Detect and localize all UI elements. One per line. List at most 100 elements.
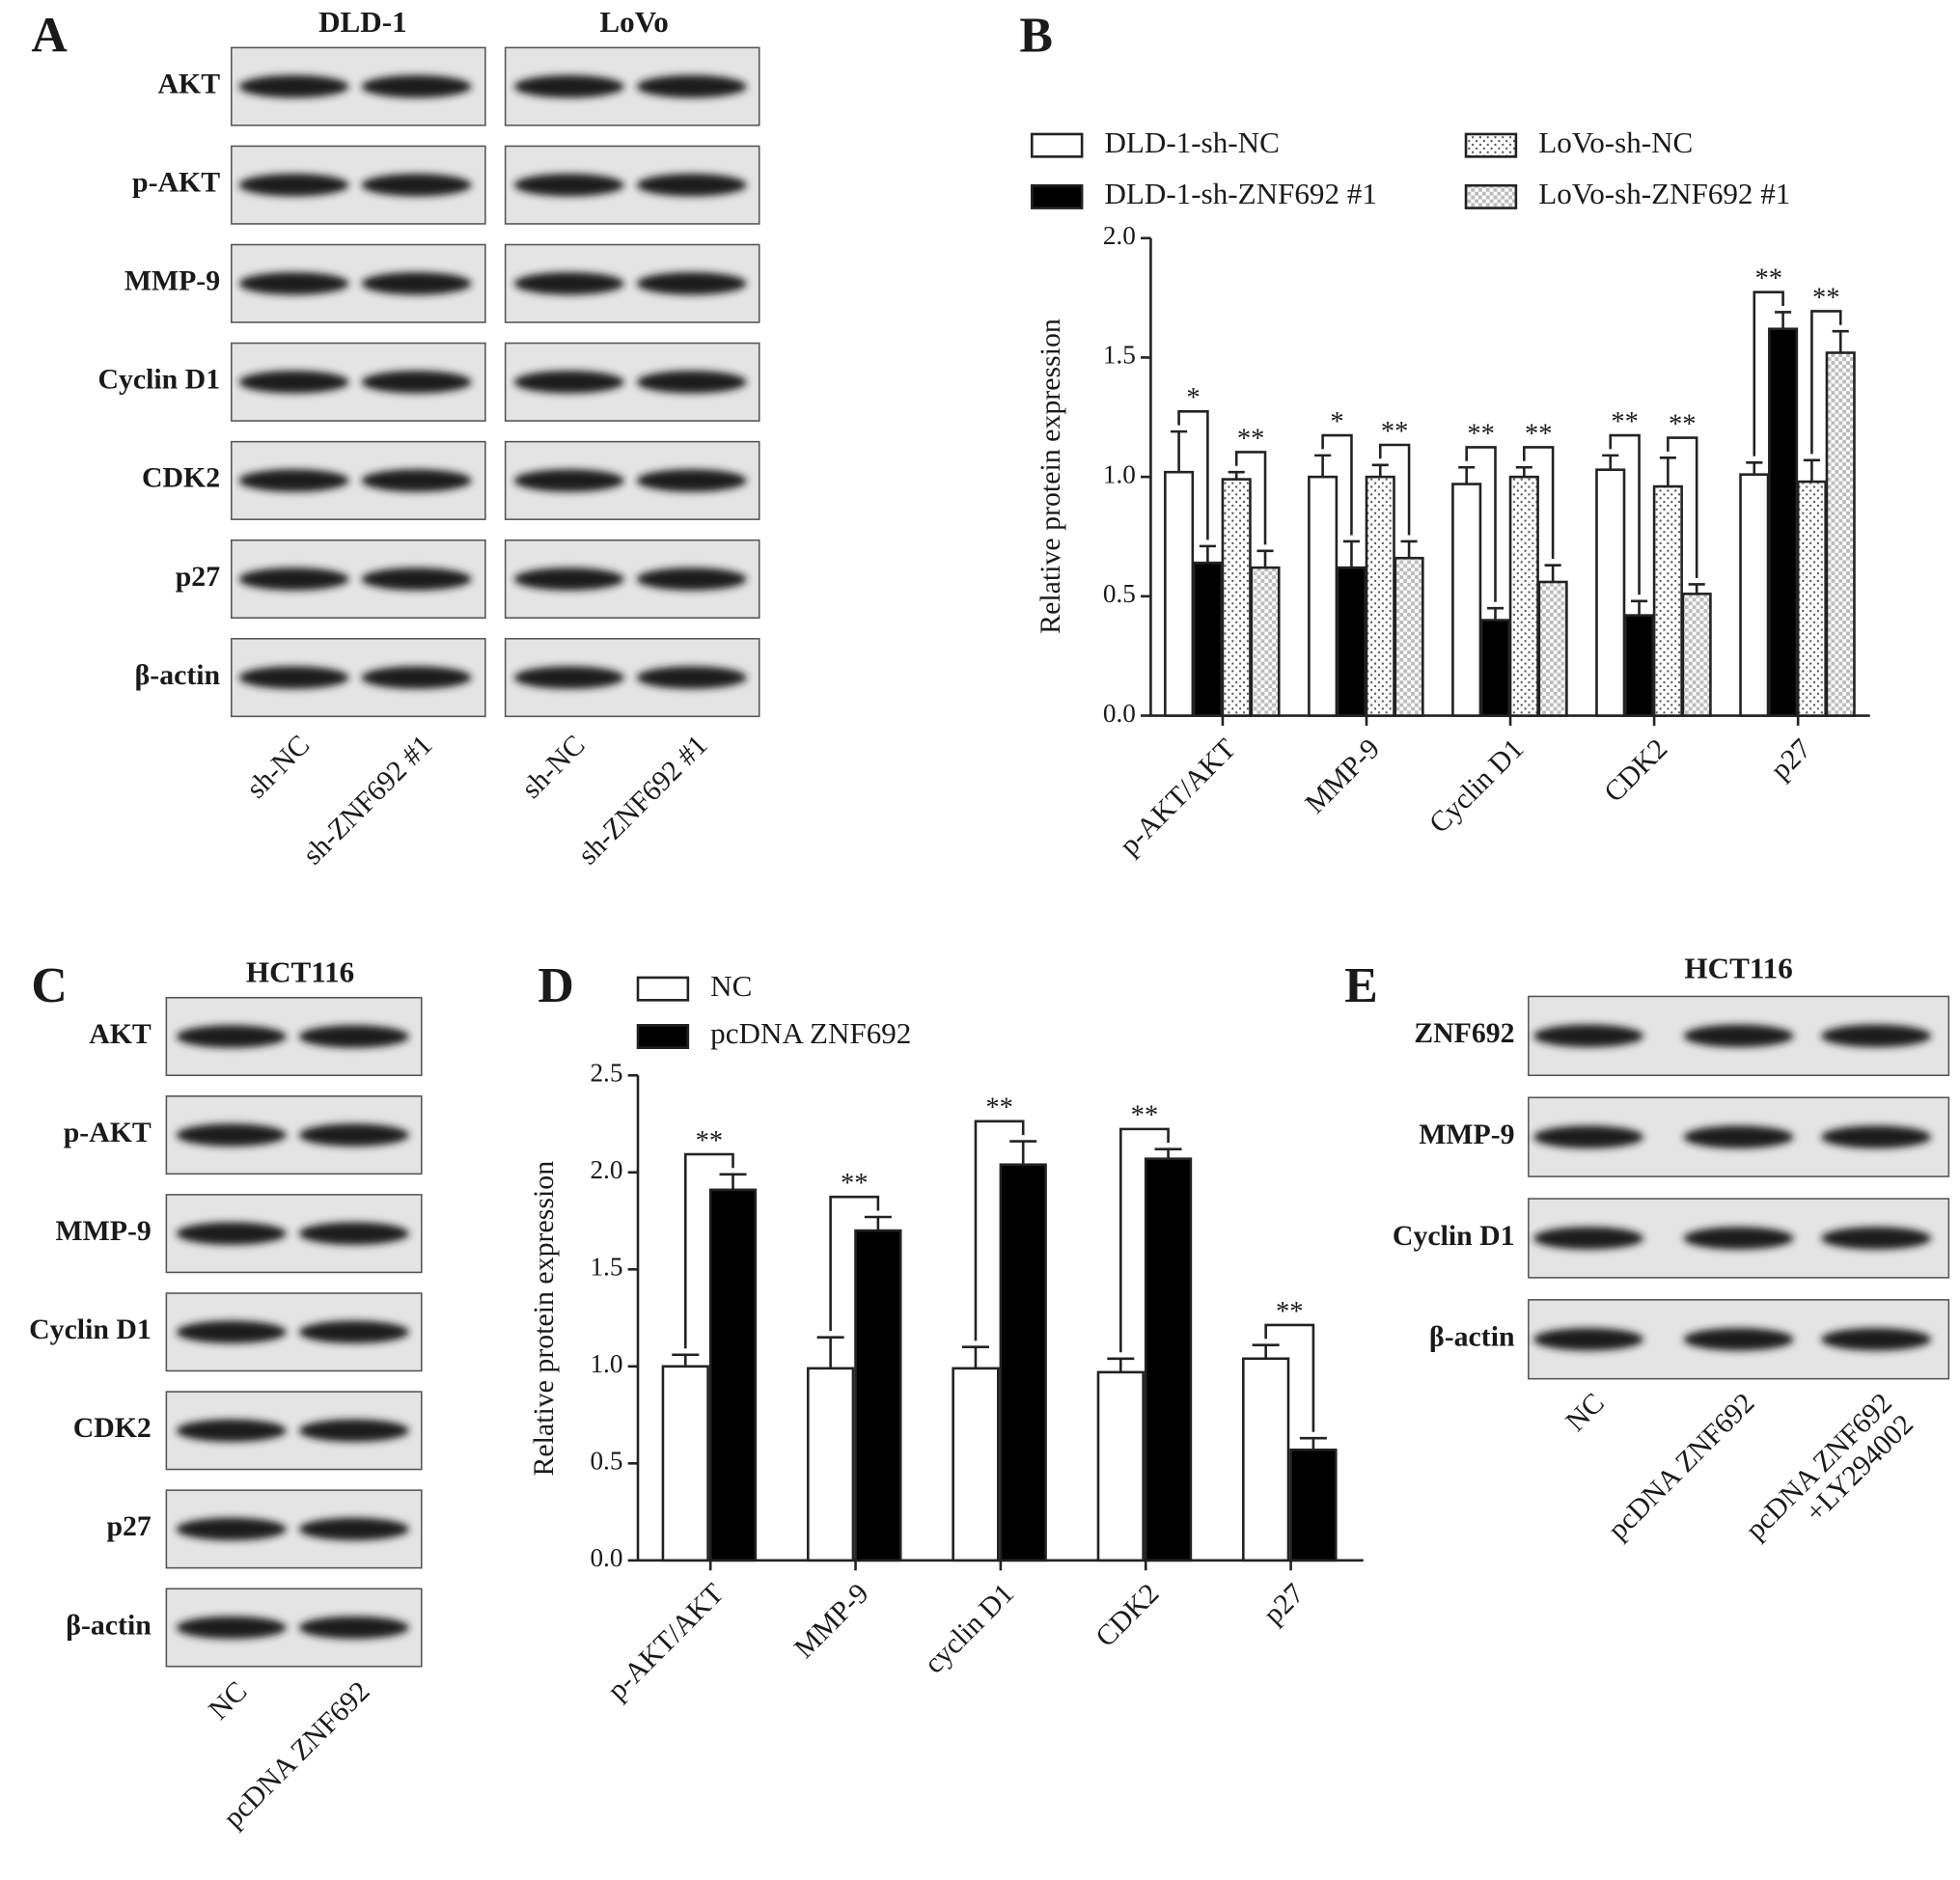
error-bar bbox=[1256, 549, 1274, 568]
error-bar bbox=[1342, 539, 1360, 568]
y-tick-label: 0.0 bbox=[590, 1543, 622, 1572]
error-bar bbox=[1400, 539, 1418, 559]
blot-row-label: p-AKT bbox=[64, 1117, 152, 1148]
bar bbox=[1768, 327, 1799, 717]
y-tick-label: 2.0 bbox=[1103, 221, 1136, 250]
bar bbox=[1652, 484, 1683, 717]
error-bar bbox=[1602, 454, 1619, 470]
legend-label: LoVo-sh-ZNF692 #1 bbox=[1538, 177, 1790, 210]
y-tick-label: 2.0 bbox=[590, 1155, 622, 1184]
blot-band bbox=[1533, 1125, 1644, 1148]
blot-row-label: β-actin bbox=[66, 1609, 152, 1641]
error-bar bbox=[1832, 329, 1849, 353]
blot-band bbox=[361, 272, 472, 295]
error-bar bbox=[816, 1336, 844, 1369]
blot-band bbox=[176, 1419, 287, 1442]
y-tick-label: 2.5 bbox=[590, 1058, 622, 1087]
blot-band bbox=[238, 272, 349, 295]
x-tick-label: cyclin D1 bbox=[918, 1577, 1020, 1679]
blot-band bbox=[298, 1320, 409, 1343]
significance-label: ** bbox=[985, 1093, 1013, 1123]
blot-row-label: p27 bbox=[176, 561, 220, 593]
blot-band bbox=[361, 469, 472, 492]
legend-label: DLD-1-sh-ZNF692 #1 bbox=[1104, 177, 1376, 210]
blot-band bbox=[513, 173, 624, 197]
error-bar bbox=[1544, 564, 1561, 582]
bar bbox=[1681, 593, 1712, 717]
y-axis-title: Relative protein expression bbox=[1035, 318, 1066, 634]
bar bbox=[1242, 1357, 1290, 1562]
significance-bracket bbox=[1119, 1127, 1170, 1353]
significance-bracket bbox=[974, 1120, 1025, 1341]
blot-band bbox=[298, 1517, 409, 1541]
significance-label: * bbox=[1186, 383, 1200, 413]
y-tick-label: 0.5 bbox=[1103, 579, 1136, 608]
blot-band bbox=[176, 1025, 287, 1048]
blot-row-label: MMP-9 bbox=[1419, 1119, 1514, 1150]
x-tick-label: Cyclin D1 bbox=[1423, 733, 1531, 840]
bar bbox=[1096, 1370, 1145, 1562]
lane-label: sh-NC bbox=[240, 729, 316, 804]
blot-band bbox=[298, 1419, 409, 1442]
bar bbox=[708, 1188, 758, 1562]
legend-label: pcDNA ZNF692 bbox=[710, 1016, 911, 1050]
error-bar bbox=[719, 1173, 747, 1190]
bar bbox=[1479, 619, 1511, 717]
significance-label: ** bbox=[841, 1169, 869, 1199]
error-bar bbox=[1252, 1343, 1280, 1359]
blot-band bbox=[1821, 1227, 1932, 1250]
x-tick-label: MMP-9 bbox=[1299, 733, 1386, 819]
significance-label: ** bbox=[1525, 419, 1553, 449]
bar bbox=[1537, 580, 1568, 717]
blot-band bbox=[1533, 1024, 1644, 1048]
blot-band bbox=[298, 1616, 409, 1640]
significance-bracket bbox=[1264, 1323, 1315, 1432]
blot-band bbox=[1821, 1125, 1932, 1148]
blot-band bbox=[361, 666, 472, 689]
blot-band bbox=[636, 469, 747, 492]
blot-band bbox=[513, 74, 624, 98]
bar bbox=[952, 1367, 1000, 1562]
blot-row-label: Cyclin D1 bbox=[29, 1313, 152, 1345]
significance-bracket bbox=[1465, 446, 1497, 602]
bar bbox=[1825, 351, 1856, 717]
blot-band bbox=[176, 1616, 287, 1640]
blot-band bbox=[361, 567, 472, 591]
blot-band bbox=[298, 1025, 409, 1048]
bar bbox=[1250, 566, 1281, 717]
legend-label: LoVo-sh-NC bbox=[1538, 125, 1693, 159]
blot-row-label: p-AKT bbox=[132, 167, 220, 199]
bar bbox=[1336, 566, 1366, 717]
error-bar bbox=[1299, 1436, 1327, 1451]
bar bbox=[1623, 614, 1655, 717]
y-tick-label: 1.5 bbox=[590, 1253, 622, 1282]
significance-label: ** bbox=[1237, 424, 1265, 454]
error-bar bbox=[864, 1215, 892, 1231]
blot-band bbox=[361, 173, 472, 197]
panel-letter: E bbox=[1344, 958, 1378, 1013]
blot-band bbox=[636, 272, 747, 295]
significance-bracket bbox=[1177, 410, 1209, 540]
significance-bracket bbox=[1234, 451, 1267, 545]
blot-band bbox=[361, 371, 472, 394]
x-tick-label: p27 bbox=[1764, 733, 1817, 786]
x-tick-label: p-AKT/AKT bbox=[1114, 733, 1242, 862]
significance-bracket bbox=[829, 1195, 880, 1332]
blot-row-label: p27 bbox=[106, 1510, 151, 1542]
x-tick-label: MMP-9 bbox=[788, 1577, 875, 1664]
blot-band bbox=[513, 469, 624, 492]
blot-band bbox=[238, 371, 349, 394]
blot-band bbox=[1683, 1125, 1794, 1148]
blot-row-label: β-actin bbox=[1429, 1321, 1515, 1353]
blot-band bbox=[1683, 1328, 1794, 1351]
blot-band bbox=[636, 173, 747, 197]
blot-title: HCT116 bbox=[246, 954, 354, 988]
blot-band bbox=[1683, 1024, 1794, 1048]
blot-band bbox=[238, 74, 349, 98]
lane-label: pcDNA ZNF692 bbox=[1602, 1387, 1760, 1546]
legend-swatch bbox=[1030, 132, 1084, 158]
blot-band bbox=[513, 371, 624, 394]
lane-label: NC bbox=[203, 1675, 254, 1727]
blot-band bbox=[1683, 1227, 1794, 1250]
significance-bracket bbox=[1609, 433, 1641, 595]
